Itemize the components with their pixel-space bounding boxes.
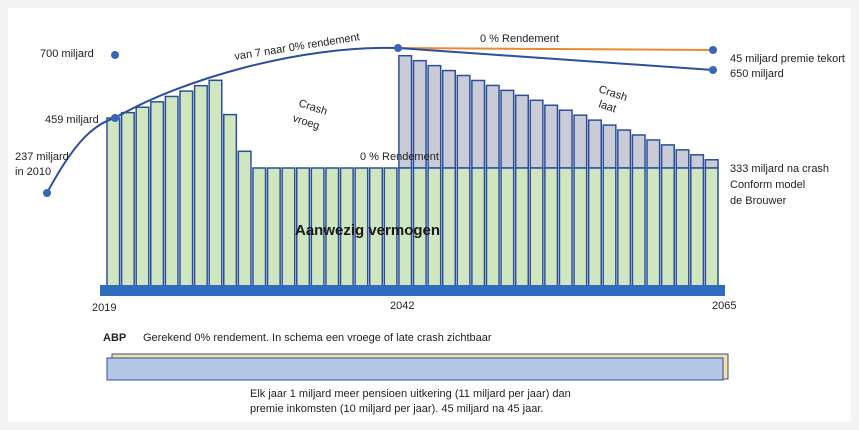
capital-bar [573, 167, 588, 288]
dot [394, 44, 402, 52]
label: 650 miljard [730, 68, 784, 80]
late-crash-bar [587, 119, 602, 169]
capital-bar [485, 167, 500, 288]
capital-bar [441, 167, 457, 288]
label: 333 miljard na crash [730, 163, 829, 175]
late-crash-bar [602, 124, 617, 169]
capital-bar [120, 111, 135, 288]
capital-bar [150, 101, 165, 288]
late-crash-bar [544, 104, 559, 169]
capital-bar [164, 95, 179, 288]
capital-bar [660, 167, 675, 288]
late-crash-bar [500, 89, 515, 169]
capital-bar [223, 113, 238, 288]
late-crash-bar [675, 149, 690, 169]
footer-line: premie inkomsten (10 miljard per jaar). … [250, 403, 543, 415]
late-crash-bar [617, 129, 632, 169]
decline-line [397, 47, 714, 71]
capital-bar [602, 167, 617, 288]
capital-bar [558, 167, 573, 288]
late-crash-bar [529, 99, 544, 169]
capital-bar [544, 167, 559, 288]
label: in 2010 [15, 166, 51, 178]
year: 2065 [712, 300, 736, 312]
capital-bar [266, 167, 281, 288]
label: Conform model [730, 179, 805, 191]
capital-bar [631, 167, 646, 288]
base-strip [100, 285, 725, 296]
mid-label: 0 % Rendement [360, 151, 439, 163]
late-crash-bar [441, 69, 457, 169]
capital-bar [514, 167, 530, 288]
dots [43, 44, 717, 197]
late-crash-bar [660, 144, 675, 169]
dot [111, 51, 119, 59]
year: 2019 [92, 302, 116, 314]
late-crash-bar [514, 94, 530, 169]
late-crash-bar [646, 139, 661, 169]
late-crash-bar [485, 84, 500, 169]
capital-bar [646, 167, 661, 288]
late-crash-bar [558, 109, 573, 169]
capital-bar [471, 167, 486, 288]
top-label: 0 % Rendement [480, 33, 559, 45]
late-crash-bar [690, 154, 705, 169]
capital-bar [135, 106, 150, 288]
center-label: Aanwezig vermogen [295, 222, 440, 239]
late-crash-bar [456, 74, 471, 169]
crash-label: laat [597, 98, 618, 115]
capital-bar [500, 167, 515, 288]
year: 2042 [390, 300, 414, 312]
late-crash-bar [631, 134, 646, 169]
label: 237 miljard [15, 151, 69, 163]
org: ABP [103, 332, 126, 344]
late-crash-bar [573, 114, 588, 169]
capital-bar [281, 167, 296, 288]
label: de Brouwer [730, 195, 787, 207]
capital-bar [252, 167, 267, 288]
capital-bar [587, 167, 602, 288]
capital-bar [456, 167, 471, 288]
note: Gerekend 0% rendement. In schema een vro… [143, 332, 492, 344]
label: 459 miljard [45, 114, 99, 126]
capital-bar [179, 90, 194, 288]
late-crash-bar [704, 159, 719, 169]
dot [709, 66, 717, 74]
capital-bar [690, 167, 705, 288]
capital-bar [704, 167, 719, 288]
growth-curve [46, 46, 399, 194]
capital-bar [617, 167, 632, 288]
capital-bar [208, 79, 223, 288]
label: 700 miljard [40, 48, 94, 60]
late-crash-bar [471, 79, 486, 169]
premium-line [397, 47, 714, 51]
footer-line: Elk jaar 1 miljard meer pensioen uitkeri… [250, 388, 571, 400]
dot [111, 114, 119, 122]
label: 45 miljard premie tekort [730, 53, 845, 65]
capital-bar [675, 167, 690, 288]
summary-bar [106, 357, 724, 381]
capital-bar [193, 84, 208, 288]
capital-bar [529, 167, 544, 288]
capital-bar [237, 150, 252, 288]
dot [709, 46, 717, 54]
capital-bar [106, 117, 121, 288]
dot [43, 189, 51, 197]
